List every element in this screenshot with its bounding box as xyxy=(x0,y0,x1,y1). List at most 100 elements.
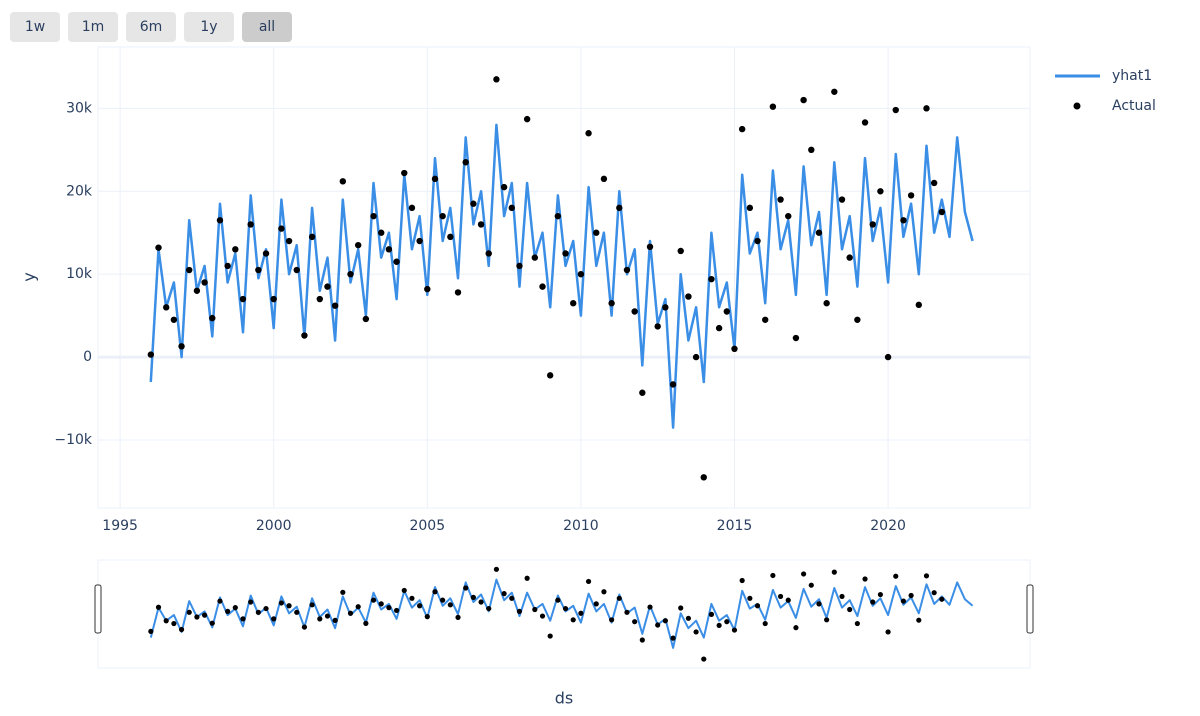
point-slider xyxy=(877,591,884,598)
point-slider xyxy=(486,605,492,612)
point-slider xyxy=(386,605,392,611)
point-main xyxy=(608,300,615,307)
point-slider xyxy=(578,610,584,616)
point-main xyxy=(354,241,362,249)
point-slider xyxy=(209,620,215,626)
point-slider xyxy=(470,594,476,600)
point-slider xyxy=(539,613,546,619)
point-slider xyxy=(248,599,254,605)
point-slider xyxy=(593,601,599,607)
point-main xyxy=(907,192,915,199)
range-button[interactable]: all xyxy=(242,12,292,42)
slider-handle[interactable] xyxy=(1026,584,1034,634)
point-slider xyxy=(616,595,622,601)
point-main xyxy=(201,279,208,286)
range-button[interactable]: 1w xyxy=(10,12,60,42)
point-slider xyxy=(332,617,338,623)
point-main xyxy=(838,196,846,203)
point-slider xyxy=(509,595,515,601)
point-slider xyxy=(601,589,607,595)
point-slider xyxy=(516,608,523,614)
point-main xyxy=(631,308,638,315)
point-slider xyxy=(923,573,930,579)
point-main xyxy=(815,229,823,236)
point-main xyxy=(324,283,331,290)
legend-label[interactable]: Actual xyxy=(1112,98,1156,114)
range-button[interactable]: 1m xyxy=(68,12,118,42)
point-slider xyxy=(931,590,937,596)
plot-area xyxy=(97,46,1031,509)
point-main xyxy=(401,169,408,177)
point-slider xyxy=(678,605,684,611)
point-main xyxy=(216,217,224,224)
point-slider xyxy=(624,609,630,615)
point-main xyxy=(416,237,423,245)
point-main xyxy=(431,175,439,183)
point-slider xyxy=(417,603,423,609)
point-main xyxy=(715,324,723,332)
point-main xyxy=(754,237,761,245)
x-tick-label: 2000 xyxy=(256,518,292,534)
point-main xyxy=(892,106,899,114)
point-slider xyxy=(762,620,768,627)
point-main xyxy=(562,250,569,257)
range-slider[interactable] xyxy=(97,559,1031,669)
point-main xyxy=(270,295,277,303)
point-slider xyxy=(862,576,868,582)
x-tick-label: 2005 xyxy=(409,518,445,534)
button-bg[interactable] xyxy=(126,12,176,42)
point-slider xyxy=(655,622,661,628)
point-main xyxy=(439,212,446,220)
point-main xyxy=(900,217,907,224)
point-slider xyxy=(217,598,223,604)
button-label[interactable]: 6m xyxy=(140,19,163,35)
range-button[interactable]: 1y xyxy=(184,12,234,42)
x-tick-label: 1995 xyxy=(102,518,138,534)
point-main xyxy=(255,266,262,274)
button-bg[interactable] xyxy=(10,12,60,42)
point-main xyxy=(570,300,577,307)
slider-handle[interactable] xyxy=(94,584,102,634)
point-slider xyxy=(278,600,284,606)
button-bg[interactable] xyxy=(68,12,118,42)
point-slider xyxy=(916,617,922,623)
point-main xyxy=(308,233,316,241)
button-label[interactable]: 1y xyxy=(200,19,217,35)
point-main xyxy=(539,283,546,290)
point-main xyxy=(278,225,285,232)
point-slider xyxy=(401,587,407,594)
point-slider xyxy=(824,617,830,623)
y-tick-label: −10k xyxy=(54,432,93,448)
button-bg[interactable] xyxy=(242,12,292,42)
button-label[interactable]: 1m xyxy=(82,19,105,35)
y-tick-label: 10k xyxy=(66,266,93,282)
button-label[interactable]: all xyxy=(259,19,275,35)
legend-marker xyxy=(1073,102,1081,110)
point-main xyxy=(393,258,400,265)
point-main xyxy=(654,323,661,330)
point-main xyxy=(723,308,731,315)
point-slider xyxy=(847,606,853,613)
point-main xyxy=(930,179,938,187)
point-slider xyxy=(478,599,484,605)
point-slider xyxy=(893,573,899,579)
point-slider xyxy=(409,595,415,601)
point-main xyxy=(639,389,646,396)
point-main xyxy=(646,243,654,251)
point-slider xyxy=(900,598,907,604)
point-main xyxy=(861,119,869,126)
button-label[interactable]: 1w xyxy=(25,19,45,35)
point-main xyxy=(178,343,185,350)
point-main xyxy=(877,188,884,195)
point-main xyxy=(301,332,308,339)
point-main xyxy=(808,146,815,154)
point-main xyxy=(285,237,293,245)
point-main xyxy=(493,76,500,83)
point-slider xyxy=(347,610,354,616)
range-button[interactable]: 6m xyxy=(126,12,176,42)
point-main xyxy=(378,229,385,236)
x-tick-label: 2010 xyxy=(563,518,599,534)
point-main xyxy=(792,334,800,342)
legend-label[interactable]: yhat1 xyxy=(1112,68,1152,84)
button-bg[interactable] xyxy=(184,12,234,42)
